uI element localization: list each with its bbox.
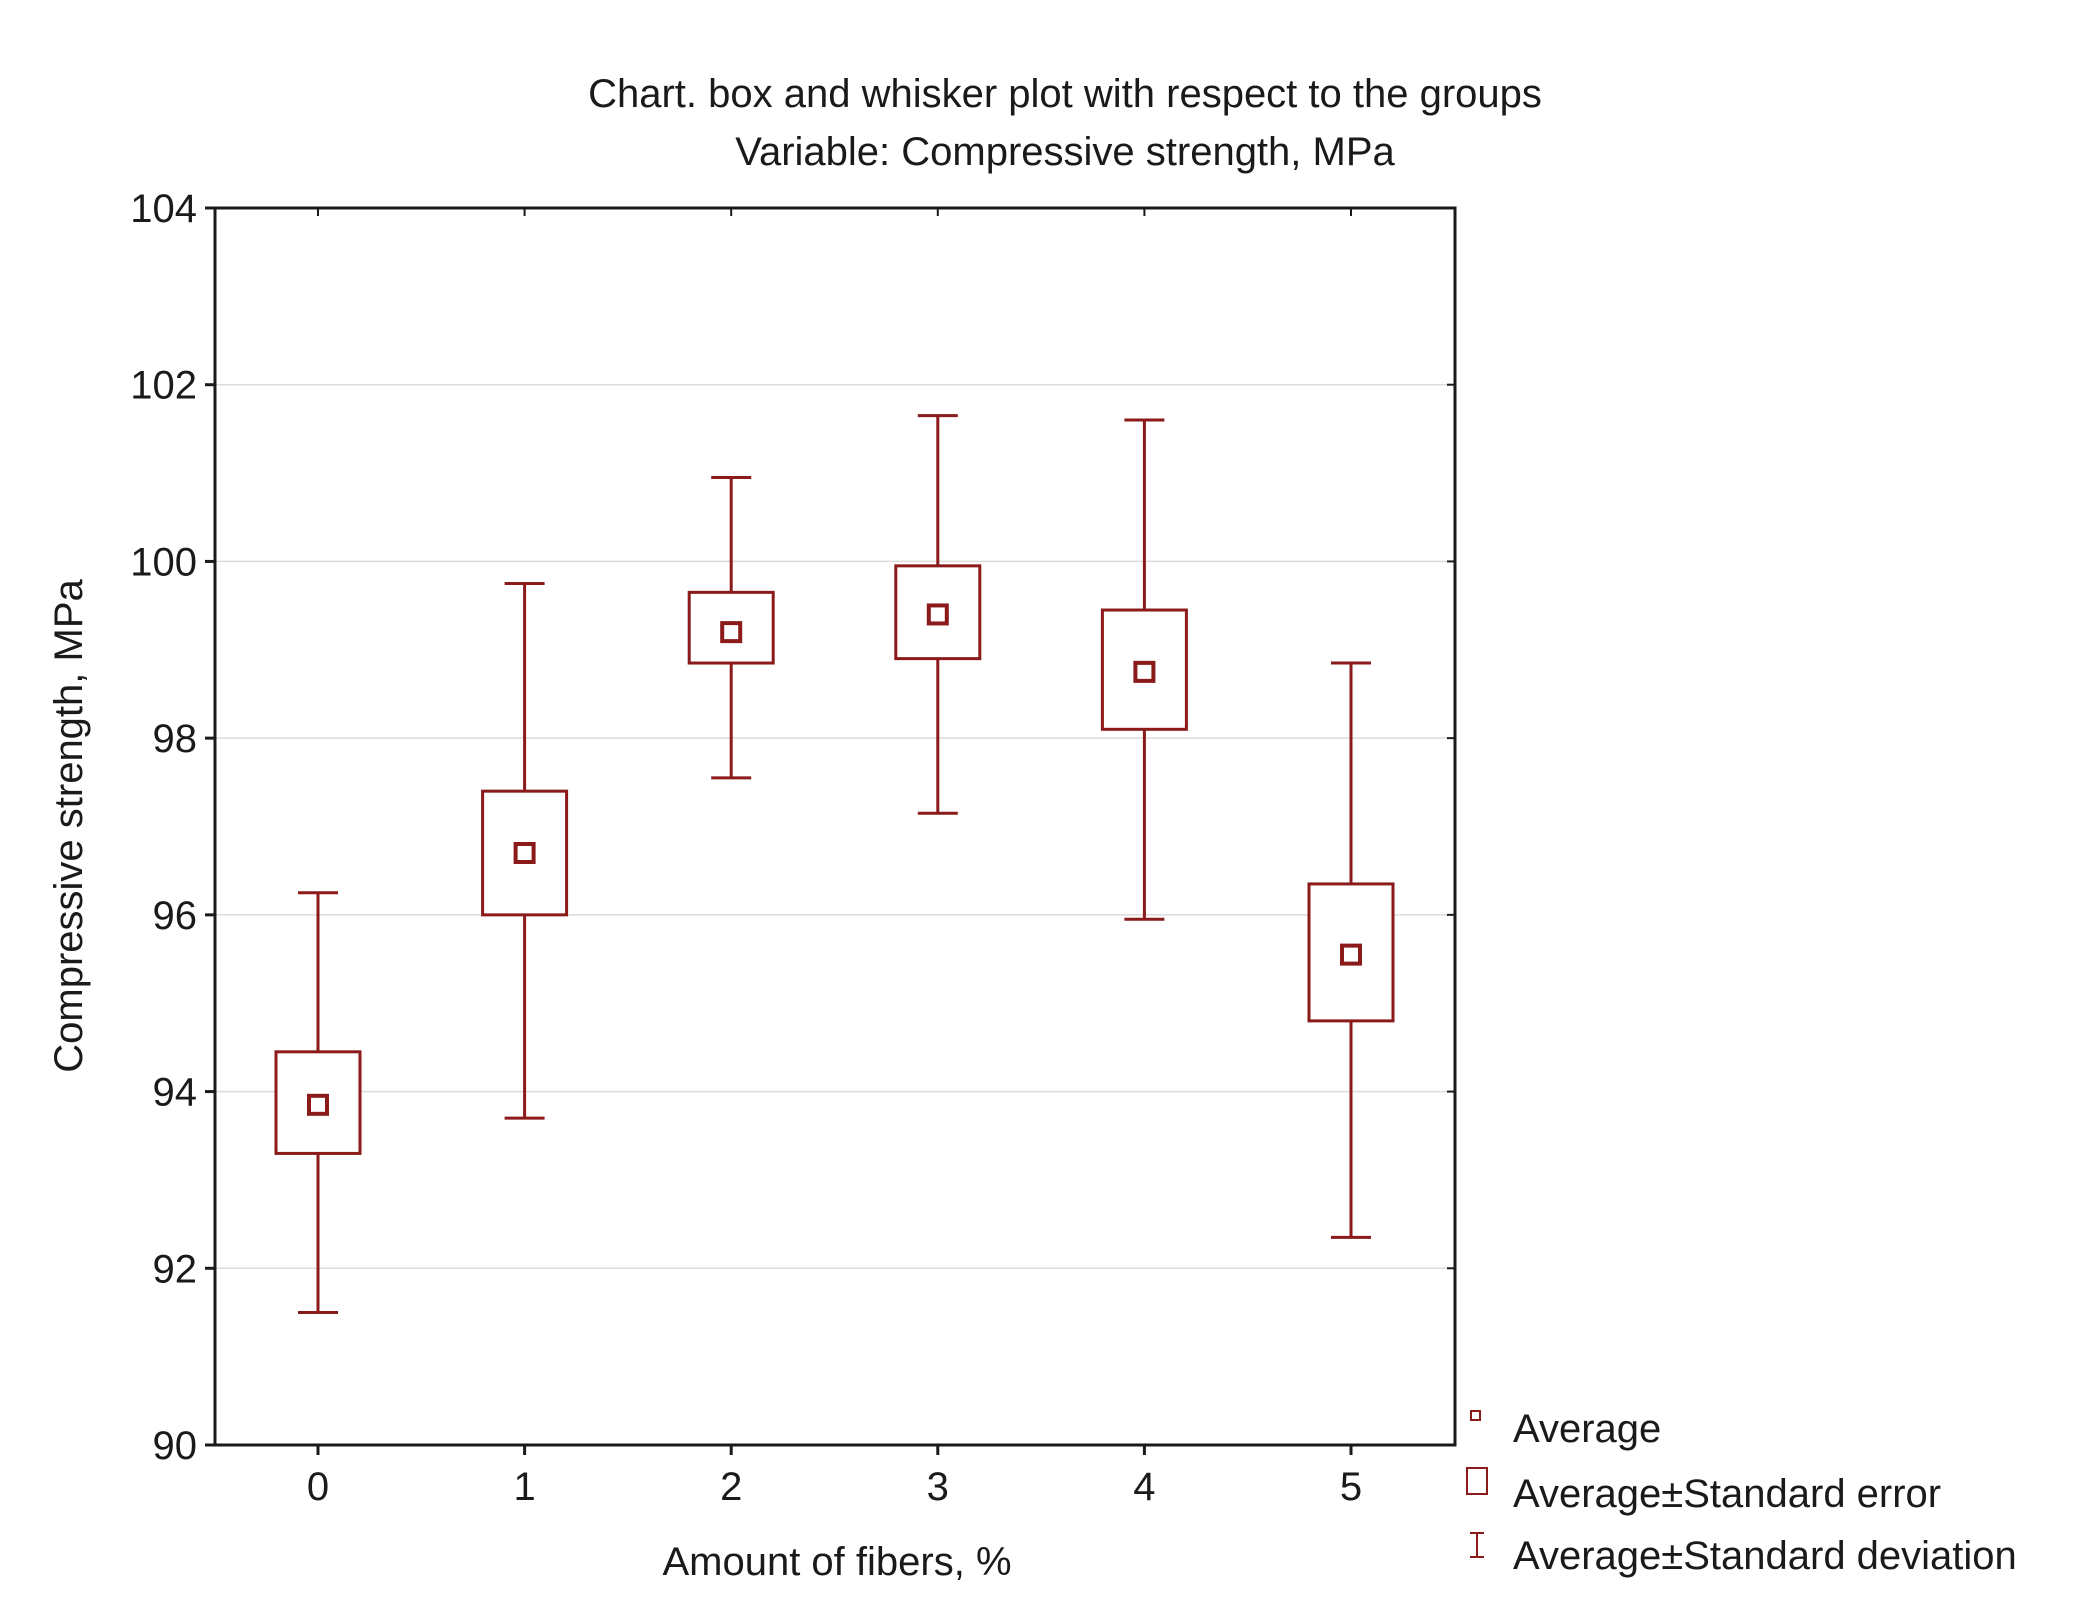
x-axis-ticks: 0 1 2 3 4 5 [307,208,1362,1509]
average-point-2 [720,621,743,644]
legend-standard-error-label: Average±Standard error [1513,1472,1941,1516]
average-point-4 [1133,660,1156,683]
legend: Average Average±Standard error Average±S… [1466,1407,2017,1578]
group-0 [274,891,362,1314]
group-1 [481,582,569,1120]
x-tick-label-5: 5 [1340,1465,1362,1509]
gridlines [215,383,1455,1270]
legend-average-label: Average [1513,1407,1661,1451]
y-tick-label-100: 100 [130,540,197,584]
group-2 [687,475,775,780]
legend-standard-error-marker [1466,1467,1488,1495]
chart-subtitle: Variable: Compressive strength, MPa [735,130,1395,174]
average-point-3 [926,603,949,626]
chart-title: Chart. box and whisker plot with respect… [588,72,1542,116]
box-series [274,414,1395,1314]
plot-area-frame [213,206,1457,1447]
average-point-1 [513,842,536,865]
y-tick-label-92: 92 [153,1247,198,1291]
group-5 [1307,661,1395,1239]
y-tick-label-96: 96 [153,894,198,938]
y-axis-label: Compressive strength, MPa [47,578,91,1072]
group-4 [1100,418,1188,921]
y-tick-label-98: 98 [153,717,198,761]
y-tick-label-94: 94 [153,1071,198,1115]
x-tick-label-4: 4 [1133,1465,1155,1509]
x-tick-label-0: 0 [307,1465,329,1509]
y-tick-label-104: 104 [130,187,197,231]
legend-standard-deviation-label: Average±Standard deviation [1513,1534,2017,1578]
x-axis-label: Amount of fibers, % [662,1540,1011,1584]
y-tick-label-102: 102 [130,364,197,408]
average-point-0 [307,1093,329,1116]
average-point-5 [1340,943,1362,966]
y-tick-label-90: 90 [153,1424,198,1468]
group-3 [894,414,982,815]
legend-standard-deviation-marker [1470,1532,1484,1558]
x-tick-label-2: 2 [720,1465,742,1509]
y-axis-ticks: 90 92 94 96 98 100 102 104 [130,187,1455,1468]
legend-average-marker [1470,1410,1481,1421]
x-tick-label-3: 3 [927,1465,949,1509]
x-tick-label-1: 1 [513,1465,535,1509]
